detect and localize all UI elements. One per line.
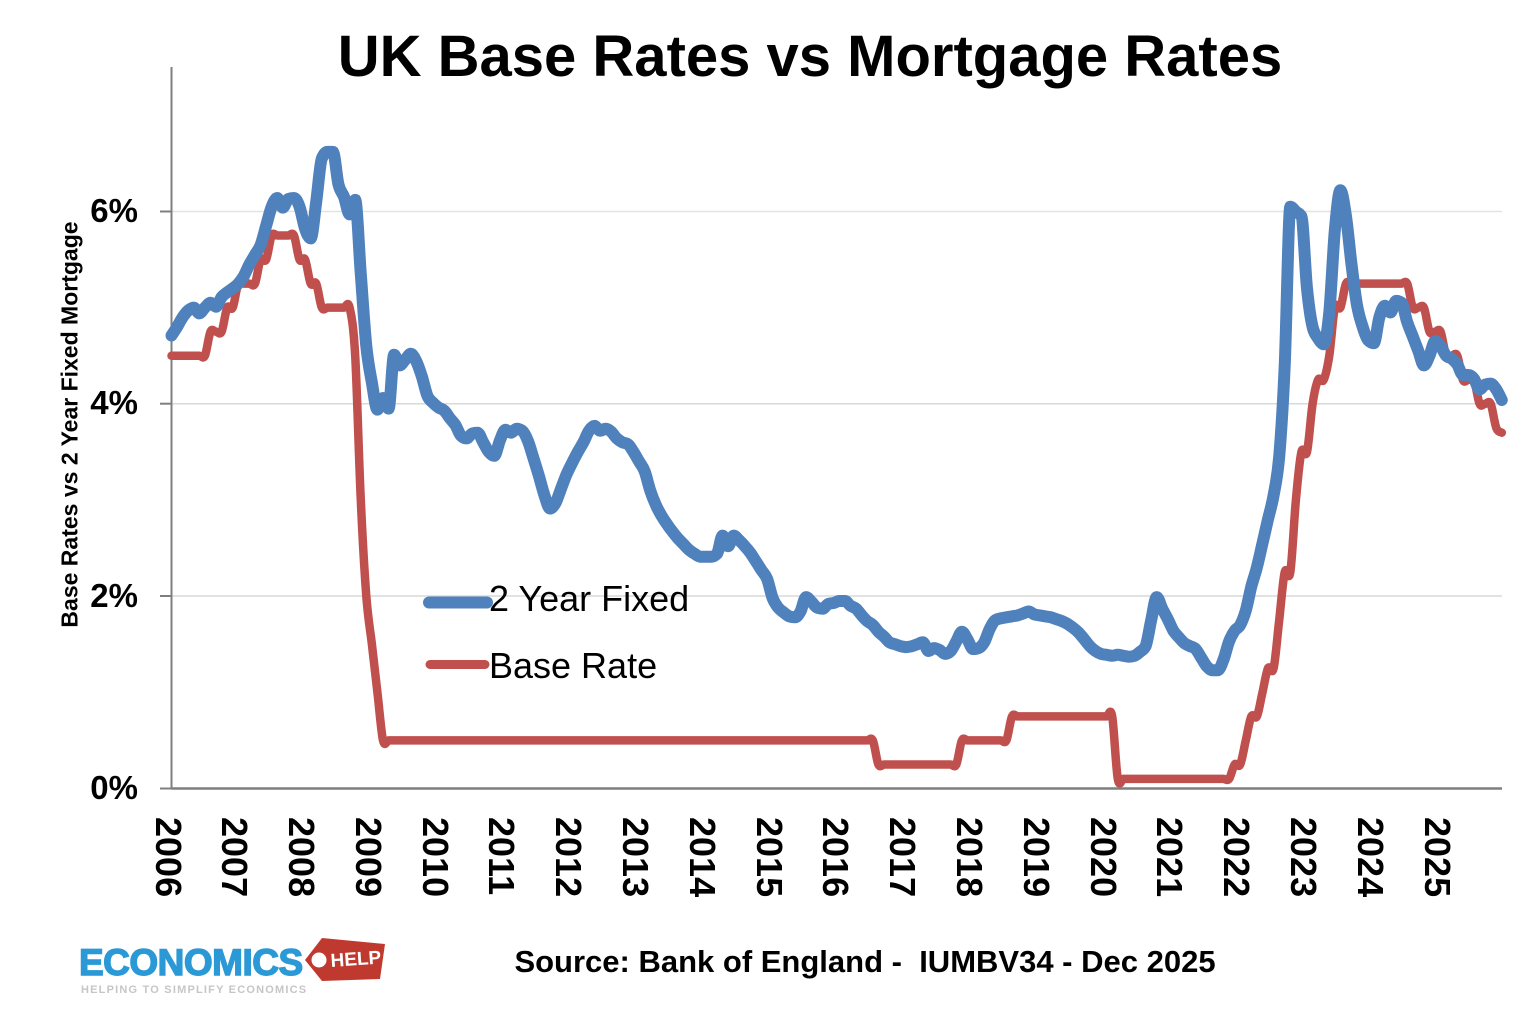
svg-text:HELP: HELP (330, 947, 382, 972)
